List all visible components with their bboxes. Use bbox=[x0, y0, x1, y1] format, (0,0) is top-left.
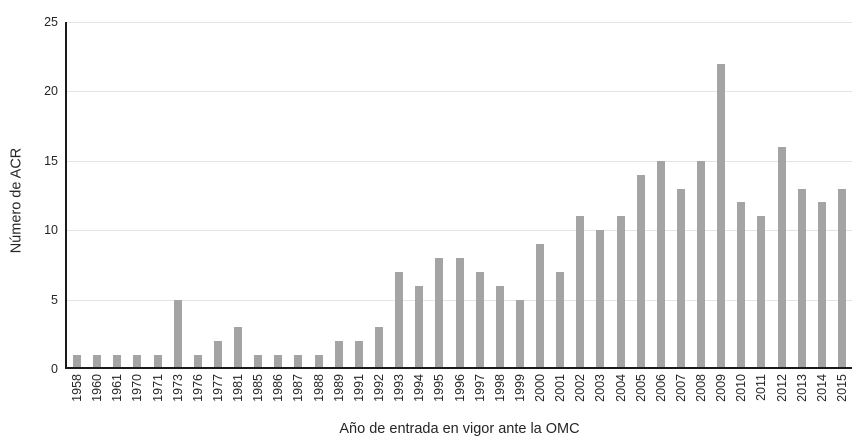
bar-1989 bbox=[335, 341, 343, 369]
y-tick-label-20: 20 bbox=[44, 84, 58, 98]
bar-1993 bbox=[395, 272, 403, 369]
y-tick-label-15: 15 bbox=[44, 154, 58, 168]
bar-1958 bbox=[73, 355, 81, 369]
x-tick-label-1985: 1985 bbox=[251, 374, 265, 402]
x-tick-label-1997: 1997 bbox=[473, 374, 487, 402]
bar-2007 bbox=[677, 189, 685, 369]
bar-2004 bbox=[617, 216, 625, 369]
x-tick-label-2012: 2012 bbox=[775, 374, 789, 402]
x-tick-label-2002: 2002 bbox=[573, 374, 587, 402]
x-tick-label-1995: 1995 bbox=[432, 374, 446, 402]
y-tick-label-0: 0 bbox=[51, 362, 58, 376]
bar-2008 bbox=[697, 161, 705, 369]
bar-1986 bbox=[274, 355, 282, 369]
bar-2006 bbox=[657, 161, 665, 369]
bar-1995 bbox=[435, 258, 443, 369]
x-tick-label-1994: 1994 bbox=[412, 374, 426, 402]
bar-2011 bbox=[757, 216, 765, 369]
y-tick-label-25: 25 bbox=[44, 15, 58, 29]
bar-1976 bbox=[194, 355, 202, 369]
bar-1994 bbox=[415, 286, 423, 369]
x-tick-label-1991: 1991 bbox=[352, 374, 366, 402]
x-tick-label-1970: 1970 bbox=[130, 374, 144, 402]
x-tick-label-1960: 1960 bbox=[90, 374, 104, 402]
x-tick-label-2015: 2015 bbox=[835, 374, 849, 402]
x-tick-label-2010: 2010 bbox=[734, 374, 748, 402]
gridline-y-15 bbox=[67, 161, 852, 162]
bar-1992 bbox=[375, 327, 383, 369]
y-tick-label-10: 10 bbox=[44, 223, 58, 237]
x-tick-label-1992: 1992 bbox=[372, 374, 386, 402]
x-tick-label-2005: 2005 bbox=[634, 374, 648, 402]
x-tick-label-1986: 1986 bbox=[271, 374, 285, 402]
bar-1977 bbox=[214, 341, 222, 369]
x-tick-label-2003: 2003 bbox=[593, 374, 607, 402]
x-tick-label-2009: 2009 bbox=[714, 374, 728, 402]
bar-1961 bbox=[113, 355, 121, 369]
gridline-y-20 bbox=[67, 91, 852, 92]
x-tick-label-1989: 1989 bbox=[332, 374, 346, 402]
x-tick-label-2004: 2004 bbox=[614, 374, 628, 402]
x-tick-label-2013: 2013 bbox=[795, 374, 809, 402]
bar-2001 bbox=[556, 272, 564, 369]
bar-1987 bbox=[294, 355, 302, 369]
bar-1960 bbox=[93, 355, 101, 369]
bar-2005 bbox=[637, 175, 645, 369]
bar-1991 bbox=[355, 341, 363, 369]
x-tick-label-1981: 1981 bbox=[231, 374, 245, 402]
x-tick-label-2006: 2006 bbox=[654, 374, 668, 402]
bar-2010 bbox=[737, 202, 745, 369]
bar-1999 bbox=[516, 300, 524, 369]
x-tick-label-2011: 2011 bbox=[754, 374, 768, 401]
bar-2000 bbox=[536, 244, 544, 369]
x-tick-label-1973: 1973 bbox=[171, 374, 185, 402]
x-tick-label-1988: 1988 bbox=[312, 374, 326, 402]
x-tick-label-1996: 1996 bbox=[453, 374, 467, 402]
y-axis-title: Número de ACR bbox=[8, 147, 25, 254]
x-tick-label-1958: 1958 bbox=[70, 374, 84, 402]
gridline-y-10 bbox=[67, 230, 852, 231]
bar-1973 bbox=[174, 300, 182, 369]
bar-2014 bbox=[818, 202, 826, 369]
bar-1998 bbox=[496, 286, 504, 369]
bar-2003 bbox=[596, 230, 604, 369]
bar-2012 bbox=[778, 147, 786, 369]
x-axis-title: Año de entrada en vigor ante la OMC bbox=[339, 421, 580, 437]
bar-1971 bbox=[154, 355, 162, 369]
x-tick-label-1993: 1993 bbox=[392, 374, 406, 402]
x-tick-label-1998: 1998 bbox=[493, 374, 507, 402]
y-axis-line bbox=[65, 22, 67, 369]
x-tick-label-1971: 1971 bbox=[151, 374, 165, 402]
x-tick-label-2001: 2001 bbox=[553, 374, 567, 402]
bar-2015 bbox=[838, 189, 846, 369]
x-axis-line bbox=[65, 367, 852, 369]
bar-1996 bbox=[456, 258, 464, 369]
bar-1970 bbox=[133, 355, 141, 369]
x-tick-label-2014: 2014 bbox=[815, 374, 829, 402]
bar-1988 bbox=[315, 355, 323, 369]
x-tick-label-1961: 1961 bbox=[110, 374, 124, 402]
x-tick-label-1999: 1999 bbox=[513, 374, 527, 402]
x-tick-label-1976: 1976 bbox=[191, 374, 205, 402]
bar-1985 bbox=[254, 355, 262, 369]
bar-1981 bbox=[234, 327, 242, 369]
bar-2009 bbox=[717, 64, 725, 369]
y-tick-label-5: 5 bbox=[51, 293, 58, 307]
x-tick-label-1977: 1977 bbox=[211, 374, 225, 402]
x-tick-label-1987: 1987 bbox=[291, 374, 305, 402]
x-tick-label-2008: 2008 bbox=[694, 374, 708, 402]
bar-2013 bbox=[798, 189, 806, 369]
bar-2002 bbox=[576, 216, 584, 369]
gridline-y-25 bbox=[67, 22, 852, 23]
x-tick-label-2007: 2007 bbox=[674, 374, 688, 402]
x-tick-label-2000: 2000 bbox=[533, 374, 547, 402]
bar-1997 bbox=[476, 272, 484, 369]
